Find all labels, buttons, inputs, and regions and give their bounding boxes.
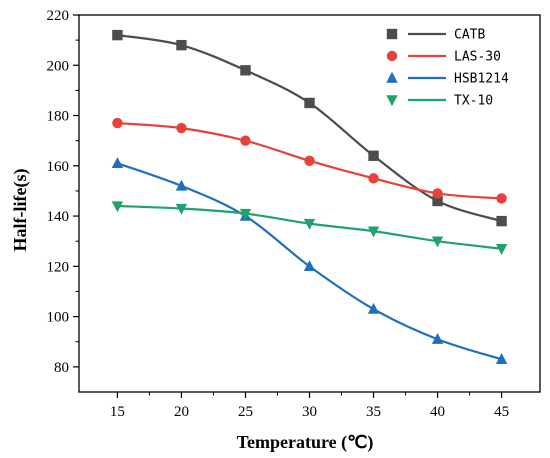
legend-marker-catb <box>386 28 398 40</box>
y-tick-label: 200 <box>47 58 70 74</box>
series-markers <box>111 29 508 365</box>
catb-point <box>240 65 251 76</box>
hsb1214-point <box>175 179 188 191</box>
legend-label-hsb1214: HSB1214 <box>454 72 509 87</box>
tx-10-point <box>239 208 252 220</box>
hsb1214-point <box>367 302 380 314</box>
legend-marker-las-30 <box>386 50 398 62</box>
catb-point <box>176 39 187 51</box>
axes-frame: 15 20 25 30 35 40 45 80 100 120 140 160 180 200 220 <box>47 8 541 420</box>
las-30-point <box>176 122 187 134</box>
hsb1214-point <box>111 157 124 168</box>
y-tick-label: 80 <box>54 360 69 376</box>
catb-point <box>304 97 315 109</box>
x-tick-label: 40 <box>430 404 445 420</box>
tx-10-point <box>111 201 124 213</box>
y-tick-label: 160 <box>47 159 70 175</box>
y-tick-label: 120 <box>47 259 70 275</box>
series-curves <box>117 34 502 361</box>
legend-label-catb: CATB <box>454 28 485 43</box>
catb-point <box>368 150 379 161</box>
las-30-point <box>496 193 507 204</box>
x-tick-label: 30 <box>302 404 317 420</box>
y-tick-label: 220 <box>47 8 70 24</box>
y-axis-title: Half-life(s) <box>10 169 31 252</box>
legend: CATB LAS-30 HSB1214 TX-10 <box>386 28 509 109</box>
las-30-point <box>368 173 379 184</box>
tx-10-point <box>303 218 316 230</box>
x-tick-label: 45 <box>494 404 509 420</box>
las-30-point <box>304 155 315 166</box>
hsb1214-point <box>431 333 444 344</box>
x-tick-label: 20 <box>174 404 189 420</box>
hsb1214-point <box>303 260 316 272</box>
tx-10-point <box>431 236 444 248</box>
catb-point <box>496 215 507 227</box>
y-tick-label: 180 <box>47 109 70 125</box>
las-30-point <box>432 188 443 199</box>
tx-10-point <box>367 226 380 238</box>
legend-marker-hsb1214 <box>386 71 398 83</box>
tx-10-point <box>175 203 188 215</box>
legend-label-tx-10: TX-10 <box>454 94 493 109</box>
hsb1214-point <box>495 353 508 365</box>
x-tick-label: 25 <box>238 404 253 420</box>
legend-marker-tx-10 <box>386 95 398 107</box>
x-axis-title: Temperature (℃) <box>237 432 374 453</box>
catb-point <box>432 195 443 207</box>
las-30-point <box>240 135 251 146</box>
x-tick-label: 15 <box>110 404 125 420</box>
y-tick-label: 140 <box>47 209 70 225</box>
y-tick-label: 100 <box>47 310 70 326</box>
las-30-point <box>112 117 123 129</box>
catb-point <box>112 29 123 41</box>
x-tick-label: 35 <box>366 404 381 420</box>
tx-10-point <box>495 244 508 255</box>
legend-label-las-30: LAS-30 <box>454 50 501 65</box>
